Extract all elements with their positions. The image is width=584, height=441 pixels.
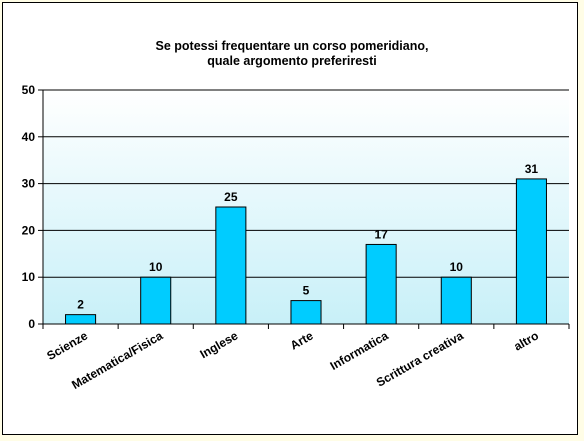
data-labels: 2 10 25 5 17 10 31 — [77, 162, 538, 312]
bar-scrittura-creativa — [440, 276, 472, 325]
bar-altro — [515, 178, 547, 325]
bar-arte — [290, 300, 322, 325]
category-label: Inglese — [198, 328, 241, 361]
y-tick-label: 40 — [22, 130, 36, 144]
y-tick-label: 10 — [22, 270, 36, 284]
bar-inglese — [215, 206, 247, 325]
data-label: 2 — [77, 298, 84, 312]
data-label: 31 — [525, 162, 539, 176]
chart-title-line-1: Se potessi frequentare un corso pomeridi… — [156, 39, 429, 53]
y-tick-label: 0 — [28, 317, 35, 331]
bar-informatica — [365, 243, 397, 325]
bar-matematica-fisica — [140, 276, 172, 325]
bars — [65, 178, 547, 325]
category-label: Scienze — [44, 328, 90, 363]
chart-title-line-2: quale argomento preferiresti — [207, 54, 377, 68]
category-label: Arte — [288, 328, 316, 352]
data-label: 17 — [374, 227, 388, 241]
chart-frame: Se potessi frequentare un corso pomeridi… — [2, 2, 578, 435]
data-label: 10 — [149, 260, 163, 274]
category-label: altro — [511, 328, 541, 353]
y-axis-ticks: 0 10 20 30 40 50 — [22, 83, 43, 331]
y-tick-label: 50 — [22, 83, 36, 97]
bar-scienze — [65, 314, 97, 325]
data-label: 25 — [224, 190, 238, 204]
plot-area — [43, 90, 569, 324]
bar-chart: Se potessi frequentare un corso pomeridi… — [22, 39, 570, 392]
y-tick-label: 20 — [22, 223, 36, 237]
gridlines — [43, 89, 569, 278]
data-label: 10 — [450, 260, 464, 274]
data-label: 5 — [303, 284, 310, 298]
category-label: Informatica — [328, 328, 391, 373]
y-tick-label: 30 — [22, 177, 36, 191]
